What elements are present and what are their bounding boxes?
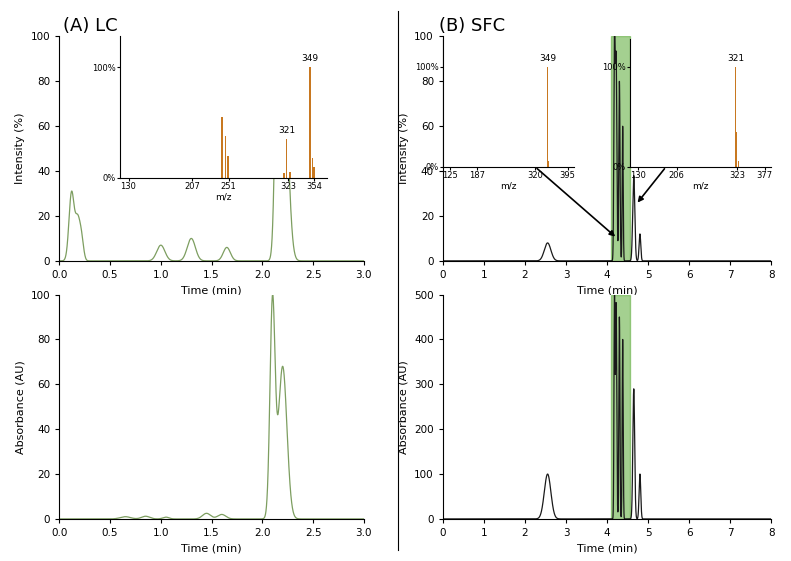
Y-axis label: Intensity (%): Intensity (%) <box>15 113 25 185</box>
X-axis label: Time (min): Time (min) <box>181 286 242 296</box>
X-axis label: Time (min): Time (min) <box>577 544 638 554</box>
Y-axis label: Intensity (%): Intensity (%) <box>399 113 409 185</box>
Text: (B) SFC: (B) SFC <box>439 17 505 35</box>
X-axis label: Time (min): Time (min) <box>181 544 242 554</box>
Y-axis label: Absorbance (AU): Absorbance (AU) <box>399 360 409 454</box>
Y-axis label: Absorbance (AU): Absorbance (AU) <box>15 360 25 454</box>
Text: (A) LC: (A) LC <box>63 17 118 35</box>
Bar <box>611 295 630 519</box>
Bar <box>611 36 630 261</box>
X-axis label: Time (min): Time (min) <box>577 286 638 296</box>
